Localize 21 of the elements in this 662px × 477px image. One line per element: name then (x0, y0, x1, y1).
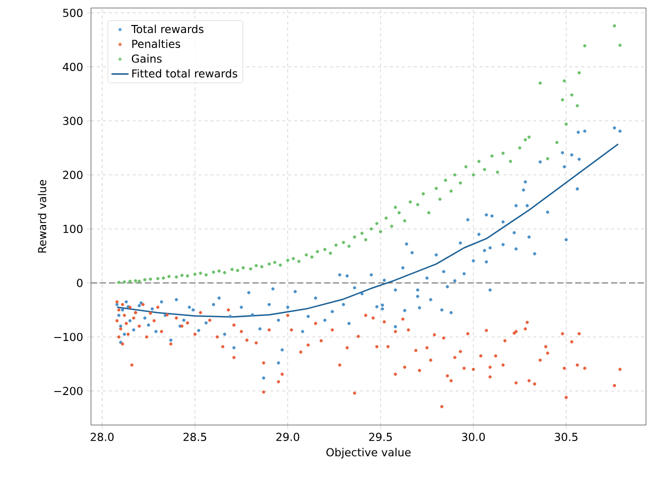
y-tick-label: 500 (63, 8, 82, 18)
line-series (116, 143, 619, 318)
x-tick-label: 29.0 (276, 432, 300, 442)
x-tick-label: 28.5 (184, 432, 206, 442)
legend-label: Total rewards (131, 24, 204, 34)
y-tick-label: 300 (63, 116, 82, 126)
y-tick-label: −200 (54, 386, 82, 396)
x-tick-label: 28.0 (90, 432, 114, 442)
y-tick-label: 200 (63, 170, 82, 180)
x-tick-label: 30.5 (554, 432, 578, 442)
y-tick-label: 100 (64, 224, 82, 234)
legend-label: Gains (132, 54, 162, 63)
y-tick-label: −100 (54, 332, 82, 342)
legend-label: Fitted total rewards (132, 69, 238, 78)
y-tick-label: 0 (76, 278, 82, 288)
x-tick-label: 29.5 (369, 432, 392, 442)
y-axis-title: Reward value (38, 180, 46, 253)
legend-label: Penalties (132, 39, 180, 48)
x-axis-title: Objective value (326, 448, 411, 459)
x-tick-label: 30.0 (462, 432, 485, 442)
y-tick-label: 400 (62, 62, 82, 72)
